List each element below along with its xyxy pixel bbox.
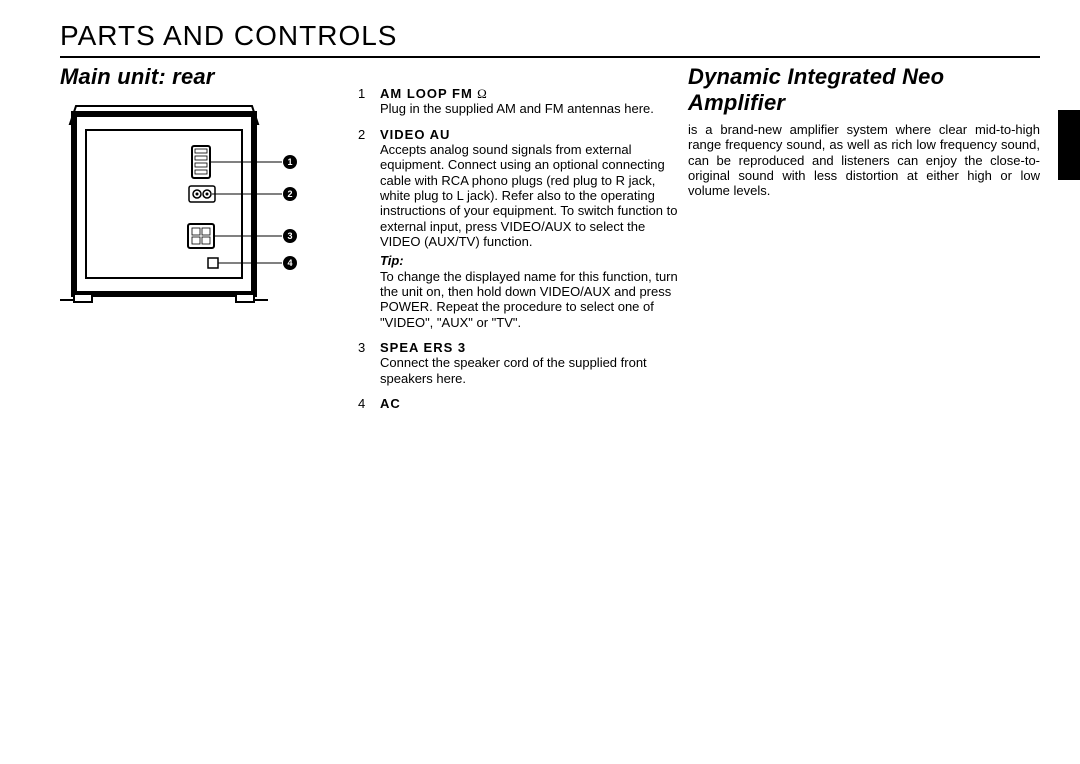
item-label: AM LOOP FM Ω: [380, 86, 488, 101]
description-column: 1 AM LOOP FM ΩPlug in the supplied AM and…: [358, 64, 678, 421]
omega-symbol: Ω: [473, 86, 488, 101]
right-subhead: Dynamic Integrated Neo Amplifier: [688, 64, 1040, 116]
svg-text:4: 4: [287, 258, 292, 268]
item-1: 1 AM LOOP FM ΩPlug in the supplied AM and…: [358, 86, 678, 117]
page-title: PARTS AND CONTROLS: [60, 20, 1040, 58]
item-3: 3 SPEA ERS 3Connect the speaker cord of t…: [358, 340, 678, 386]
item-description: Connect the speaker cord of the supplied…: [380, 355, 678, 386]
left-column: Main unit: rear 1 2 3 4 1 AM LOOP FM ΩPlug i…: [60, 64, 678, 421]
tip-label: Tip:: [380, 253, 678, 268]
item-description: Plug in the supplied AM and FM antennas …: [380, 101, 678, 116]
spacer: [358, 64, 678, 86]
svg-text:2: 2: [287, 189, 292, 199]
edge-tab: [1058, 110, 1080, 180]
item-number: 3: [358, 340, 370, 355]
right-column: Dynamic Integrated Neo Amplifier is a br…: [688, 64, 1040, 421]
item-header: 4 AC: [358, 396, 678, 411]
rear-unit-diagram: 1 2 3 4: [60, 96, 340, 316]
item-description: Accepts analog sound signals from extern…: [380, 142, 678, 249]
item-header: 1 AM LOOP FM Ω: [358, 86, 678, 101]
item-header: 3 SPEA ERS 3: [358, 340, 678, 355]
item-list: 1 AM LOOP FM ΩPlug in the supplied AM and…: [358, 86, 678, 411]
item-label: AC: [380, 396, 401, 411]
item-4: 4 AC: [358, 396, 678, 411]
svg-text:1: 1: [287, 157, 292, 167]
manual-page: PARTS AND CONTROLS Main unit: rear 1 2 3 4 …: [0, 0, 1080, 764]
content-columns: Main unit: rear 1 2 3 4 1 AM LOOP FM ΩPlug i…: [60, 64, 1040, 421]
item-number: 4: [358, 396, 370, 411]
right-description: is a brand-new amplifier system where cl…: [688, 122, 1040, 199]
item-number: 1: [358, 86, 370, 101]
item-label: VIDEO AU: [380, 127, 450, 142]
item-number: 2: [358, 127, 370, 142]
item-label: SPEA ERS 3: [380, 340, 466, 355]
diagram-column: Main unit: rear 1 2 3 4: [60, 64, 340, 421]
svg-text:3: 3: [287, 231, 292, 241]
item-header: 2 VIDEO AU: [358, 127, 678, 142]
item-2: 2 VIDEO AUAccepts analog sound signals fr…: [358, 127, 678, 330]
tip-description: To change the displayed name for this fu…: [380, 269, 678, 330]
left-subhead: Main unit: rear: [60, 64, 340, 90]
